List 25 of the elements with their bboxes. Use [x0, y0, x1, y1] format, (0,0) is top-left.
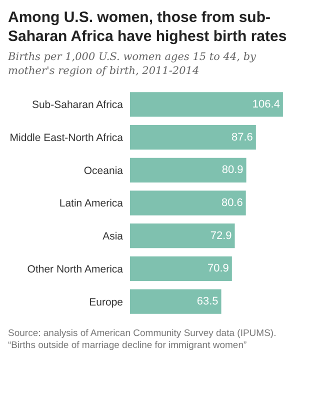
y-tick-label: Other North America [27, 263, 124, 276]
y-tick-label: Asia [102, 230, 124, 243]
y-tick-label: Europe [89, 296, 124, 308]
bar [130, 92, 283, 117]
data-label: 63.5 [196, 296, 218, 308]
bar [130, 224, 235, 248]
bar [130, 158, 246, 182]
data-label: 72.9 [210, 230, 232, 242]
data-label: 80.6 [221, 197, 243, 209]
chart-title: Among U.S. women, those from sub-Saharan Africa have highest birth rates [8, 8, 288, 46]
y-tick-label: Oceania [84, 164, 124, 177]
bar [130, 256, 232, 282]
y-tick-label: Middle East-North Africa [10, 132, 124, 144]
bar [130, 124, 256, 150]
data-label: 87.6 [232, 131, 253, 144]
y-tick-label: Latin America [59, 198, 124, 210]
chart-subtitle: Births per 1,000 U.S. women ages 15 to 44, by mother's region of birth, 2011-2014 [8, 50, 257, 78]
bar [130, 289, 222, 314]
bar [130, 190, 246, 216]
data-label: 80.9 [222, 164, 244, 176]
data-label: 106.4 [252, 98, 280, 110]
y-tick-label: Sub-Saharan Africa [32, 99, 124, 112]
text: “Births outside of marriage decline for immigrant women” [8, 340, 247, 351]
data-label: 70.9 [208, 262, 229, 275]
source-note: Source: analysis of American Community Survey data (IPUMS). [8, 328, 276, 339]
